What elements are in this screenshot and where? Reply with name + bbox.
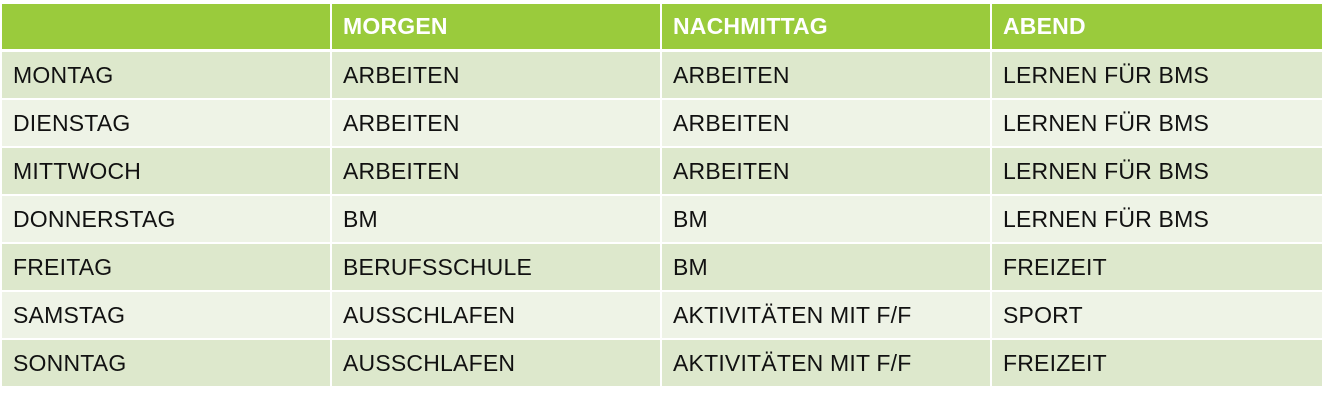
morning-cell: AUSSCHLAFEN: [332, 292, 662, 340]
evening-cell: LERNEN FÜR BMS: [992, 148, 1322, 196]
day-cell: MONTAG: [2, 52, 332, 100]
morning-cell: ARBEITEN: [332, 100, 662, 148]
afternoon-cell: ARBEITEN: [662, 148, 992, 196]
table-body: MONTAG ARBEITEN ARBEITEN LERNEN FÜR BMS …: [2, 52, 1322, 388]
table-row: SAMSTAG AUSSCHLAFEN AKTIVITÄTEN MIT F/F …: [2, 292, 1322, 340]
evening-cell: FREIZEIT: [992, 244, 1322, 292]
afternoon-cell: AKTIVITÄTEN MIT F/F: [662, 340, 992, 388]
header-cell-abend: ABEND: [992, 4, 1322, 52]
table-row: DIENSTAG ARBEITEN ARBEITEN LERNEN FÜR BM…: [2, 100, 1322, 148]
day-cell: DIENSTAG: [2, 100, 332, 148]
table-row: FREITAG BERUFSSCHULE BM FREIZEIT: [2, 244, 1322, 292]
morning-cell: AUSSCHLAFEN: [332, 340, 662, 388]
table-row: MONTAG ARBEITEN ARBEITEN LERNEN FÜR BMS: [2, 52, 1322, 100]
afternoon-cell: ARBEITEN: [662, 52, 992, 100]
day-cell: SAMSTAG: [2, 292, 332, 340]
afternoon-cell: BM: [662, 244, 992, 292]
afternoon-cell: ARBEITEN: [662, 100, 992, 148]
afternoon-cell: AKTIVITÄTEN MIT F/F: [662, 292, 992, 340]
morning-cell: ARBEITEN: [332, 52, 662, 100]
morning-cell: BM: [332, 196, 662, 244]
day-cell: DONNERSTAG: [2, 196, 332, 244]
afternoon-cell: BM: [662, 196, 992, 244]
evening-cell: FREIZEIT: [992, 340, 1322, 388]
table-row: DONNERSTAG BM BM LERNEN FÜR BMS: [2, 196, 1322, 244]
evening-cell: SPORT: [992, 292, 1322, 340]
header-cell-day: [2, 4, 332, 52]
evening-cell: LERNEN FÜR BMS: [992, 52, 1322, 100]
header-cell-morgen: MORGEN: [332, 4, 662, 52]
morning-cell: BERUFSSCHULE: [332, 244, 662, 292]
table-row: SONNTAG AUSSCHLAFEN AKTIVITÄTEN MIT F/F …: [2, 340, 1322, 388]
table-header: MORGEN NACHMITTAG ABEND: [2, 4, 1322, 52]
day-cell: FREITAG: [2, 244, 332, 292]
day-cell: MITTWOCH: [2, 148, 332, 196]
day-cell: SONNTAG: [2, 340, 332, 388]
evening-cell: LERNEN FÜR BMS: [992, 196, 1322, 244]
evening-cell: LERNEN FÜR BMS: [992, 100, 1322, 148]
table-row: MITTWOCH ARBEITEN ARBEITEN LERNEN FÜR BM…: [2, 148, 1322, 196]
weekly-schedule-table: MORGEN NACHMITTAG ABEND MONTAG ARBEITEN …: [2, 4, 1322, 388]
header-row: MORGEN NACHMITTAG ABEND: [2, 4, 1322, 52]
morning-cell: ARBEITEN: [332, 148, 662, 196]
header-cell-nachmittag: NACHMITTAG: [662, 4, 992, 52]
